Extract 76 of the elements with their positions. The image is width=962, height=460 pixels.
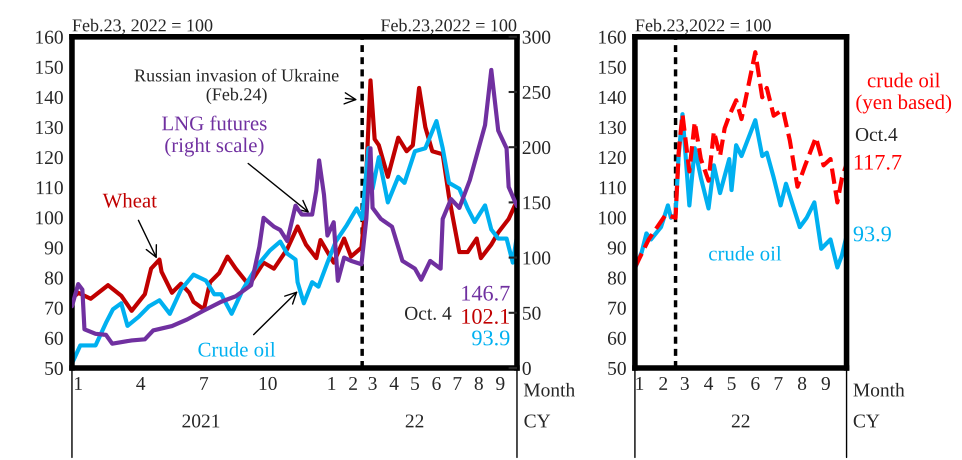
y-tick-label: 160 <box>36 30 63 44</box>
y-tick-label: 120 <box>36 151 63 164</box>
x-tick-label: 1 <box>328 376 336 390</box>
y-tick-label: 110 <box>36 181 63 194</box>
series-label: crude oil <box>709 246 782 261</box>
y-tick-label: 90 <box>608 241 626 254</box>
y-tick-label: 70 <box>45 302 63 315</box>
y-tick-label: 100 <box>36 211 63 224</box>
x-tick-label: 7 <box>774 377 783 390</box>
y-tick-label: 80 <box>44 271 63 285</box>
y-tick-label: 80 <box>608 271 626 285</box>
x-tick-label: 5 <box>728 377 736 390</box>
text: 22 <box>732 414 750 428</box>
x-tick-label: 7 <box>454 377 462 390</box>
x-tick-label: 9 <box>496 376 504 390</box>
y-tick-label: 110 <box>600 181 626 194</box>
x-tick-label: 3 <box>680 376 689 390</box>
x-tick-label: 8 <box>474 376 483 390</box>
y-tick-label: 140 <box>36 90 63 104</box>
x-tick-label: 4 <box>704 377 714 390</box>
annotation: Russian invasion of Ukraine (Feb.24) <box>134 68 339 104</box>
text: 2021 <box>182 414 220 428</box>
x-tick-label: 9 <box>822 376 830 390</box>
x-axis-title: Month <box>524 382 575 397</box>
y-tick-label: 100 <box>599 211 626 224</box>
y2-tick-label: 250 <box>522 86 550 99</box>
text: 22 <box>406 414 424 428</box>
annotation: 93.9 <box>472 330 510 346</box>
y-tick-label: 90 <box>44 241 63 254</box>
x-tick-label: 8 <box>798 376 806 390</box>
y-tick-label: 160 <box>599 30 626 44</box>
x-tick-label: 1 <box>75 376 82 390</box>
x-tick-label: 2 <box>349 376 357 390</box>
y2-tick-label: 50 <box>522 306 541 320</box>
text: CY <box>854 414 880 428</box>
y2-axis-title: Feb.23,2022 = 100 <box>380 18 516 34</box>
text: Wheat <box>102 192 157 208</box>
y-tick-label: 60 <box>608 332 626 345</box>
y-tick-label: 50 <box>608 362 626 375</box>
y-tick-label: 140 <box>599 90 626 104</box>
y-tick-label: 50 <box>45 362 63 375</box>
annotation: Oct. 4 <box>405 306 452 320</box>
x-tick-label: 6 <box>751 376 760 390</box>
x-tick-label: 1 <box>636 376 644 390</box>
x-tick-label: 7 <box>200 377 208 390</box>
y-tick-label: 150 <box>599 60 626 74</box>
y2-tick-label: 150 <box>524 196 550 210</box>
series-label: Crude oil <box>198 342 276 357</box>
y-axis-title: Feb.23, 2022 = 100 <box>72 18 212 34</box>
x-axis-title: Month <box>853 382 905 397</box>
data-label: 93.9 <box>854 226 891 242</box>
annotation: 146.7 <box>462 286 510 301</box>
y-tick-label: 120 <box>599 151 626 164</box>
x-tick-label: 5 <box>411 377 420 390</box>
y2-tick-label: 200 <box>522 141 550 154</box>
data-label: 117.7 <box>854 154 902 170</box>
text: crude oil (yen based) <box>856 72 952 114</box>
x-tick-label: 2 <box>659 376 668 390</box>
annotation: 102.1 <box>462 308 509 324</box>
y-tick-label: 150 <box>36 60 63 74</box>
text: LNG futures (right scale) <box>162 116 267 157</box>
y-tick-label: 130 <box>36 120 63 134</box>
text: CY <box>524 414 550 428</box>
y-tick-label: 60 <box>45 332 63 345</box>
x-tick-label: 6 <box>432 376 441 390</box>
x-tick-label: 4 <box>390 377 399 390</box>
y-axis-title: Feb.23,2022 = 100 <box>635 18 771 34</box>
x-tick-label: 10 <box>260 376 277 390</box>
text: Oct.4 <box>856 128 898 142</box>
x-tick-label: 4 <box>136 377 146 390</box>
x-tick-label: 3 <box>368 376 377 390</box>
y2-tick-label: 100 <box>524 251 550 265</box>
y2-tick-label: 0 <box>522 362 531 375</box>
y2-tick-label: 300 <box>522 30 550 44</box>
y-tick-label: 70 <box>608 302 626 315</box>
y-tick-label: 130 <box>599 120 626 134</box>
